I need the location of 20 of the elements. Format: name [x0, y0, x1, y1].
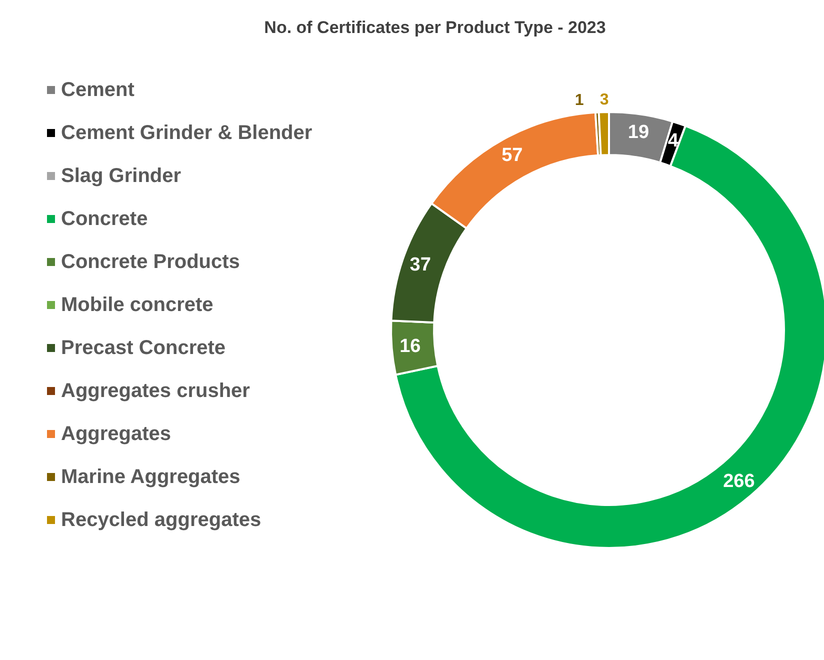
- legend-label: Concrete: [61, 208, 148, 230]
- legend-label: Marine Aggregates: [61, 466, 240, 488]
- legend-label: Recycled aggregates: [61, 509, 262, 531]
- data-label: 37: [410, 254, 431, 276]
- legend-label: Slag Grinder: [61, 165, 182, 187]
- data-label: 3: [600, 92, 609, 109]
- legend-label: Aggregates crusher: [61, 380, 250, 402]
- data-label: 57: [502, 145, 523, 166]
- data-label: 266: [723, 470, 755, 492]
- chart-title: No. of Certificates per Product Type - 2023: [264, 18, 606, 37]
- data-label: 4: [668, 130, 679, 152]
- legend-label: Cement: [61, 79, 135, 101]
- legend-label: Concrete Products: [61, 251, 240, 273]
- data-label: 1: [574, 92, 584, 109]
- legend-label: Aggregates: [61, 423, 172, 445]
- data-label: 16: [400, 336, 421, 357]
- legend-label: Cement Grinder & Blender: [61, 122, 312, 144]
- legend-label: Precast Concrete: [61, 337, 226, 359]
- data-label: 19: [628, 122, 650, 144]
- legend-label: Mobile concrete: [61, 294, 214, 316]
